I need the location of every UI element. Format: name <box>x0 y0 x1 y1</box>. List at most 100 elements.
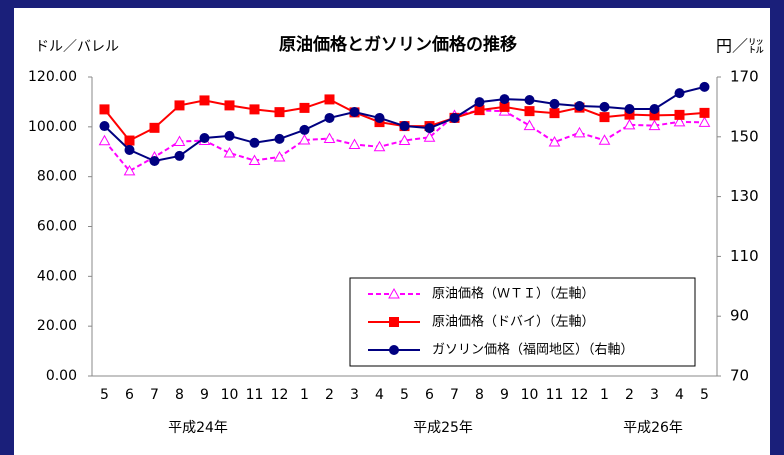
legend-marker <box>389 345 399 355</box>
y2-tick-label: 90 <box>730 307 749 325</box>
x-tick-label: 11 <box>546 387 564 403</box>
point <box>348 138 361 150</box>
year-label: 平成25年 <box>413 420 473 436</box>
point <box>499 101 510 112</box>
point <box>298 134 311 145</box>
point <box>174 150 185 161</box>
x-tick-label: 9 <box>200 387 209 403</box>
chart-background <box>14 8 770 455</box>
point <box>624 109 635 120</box>
point <box>299 102 310 113</box>
point <box>274 107 285 118</box>
point <box>674 88 685 99</box>
x-tick-label: 6 <box>125 387 134 403</box>
point <box>649 110 660 121</box>
y-tick-label: 120.00 <box>28 69 77 85</box>
point <box>424 123 435 134</box>
point <box>349 106 360 117</box>
point <box>99 121 110 132</box>
point <box>698 116 711 127</box>
x-tick-label: 12 <box>571 387 589 403</box>
point <box>224 130 235 141</box>
chart-title: 原油価格とガソリン価格の推移 <box>279 34 517 55</box>
point <box>499 94 510 105</box>
year-label: 平成26年 <box>623 420 683 436</box>
point <box>248 154 261 165</box>
point <box>174 100 185 111</box>
point <box>224 100 235 111</box>
point <box>548 136 561 147</box>
point <box>524 106 535 117</box>
x-tick-label: 11 <box>246 387 264 403</box>
y2-tick-label: 150 <box>730 127 759 145</box>
point <box>699 81 710 92</box>
x-tick-label: 8 <box>475 387 484 403</box>
point <box>149 156 160 167</box>
legend-label: ガソリン価格（福岡地区）（右軸） <box>432 342 634 358</box>
point <box>573 126 586 138</box>
point <box>423 131 436 142</box>
y-tick-label: 80.00 <box>37 169 77 185</box>
point <box>398 134 411 146</box>
y2-tick-label: 170 <box>730 68 759 86</box>
point <box>523 119 536 131</box>
point <box>599 101 610 112</box>
point <box>124 144 135 155</box>
y-tick-label: 0.00 <box>46 368 77 384</box>
x-tick-label: 7 <box>450 387 459 403</box>
point <box>324 112 335 123</box>
x-tick-label: 9 <box>500 387 509 403</box>
point <box>399 121 410 132</box>
x-tick-label: 6 <box>425 387 434 403</box>
y2-tick-label: 130 <box>730 187 759 205</box>
point <box>474 97 485 108</box>
x-tick-label: 5 <box>400 387 409 403</box>
x-tick-label: 4 <box>375 387 384 403</box>
x-tick-label: 1 <box>600 387 609 403</box>
point <box>223 146 236 158</box>
point <box>324 94 335 105</box>
y-tick-label: 20.00 <box>37 318 77 334</box>
y-axis-label: ドル／バレル <box>35 39 119 55</box>
point <box>199 95 210 106</box>
x-tick-label: 3 <box>650 387 659 403</box>
point <box>124 135 135 146</box>
point <box>599 112 610 123</box>
legend-marker <box>389 317 399 327</box>
point <box>574 101 585 112</box>
point <box>474 105 485 116</box>
point <box>549 98 560 109</box>
y-tick-label: 60.00 <box>37 219 77 235</box>
point <box>524 95 535 106</box>
point <box>149 122 160 133</box>
legend-label: 原油価格（ドバイ）（左軸） <box>432 314 595 330</box>
point <box>323 132 336 144</box>
x-tick-label: 10 <box>221 387 239 403</box>
point <box>649 103 660 114</box>
point <box>623 118 636 130</box>
x-tick-label: 5 <box>100 387 109 403</box>
point <box>674 109 685 120</box>
legend-marker <box>388 287 400 299</box>
x-tick-label: 5 <box>700 387 709 403</box>
point <box>699 107 710 118</box>
point <box>98 134 111 146</box>
point <box>598 134 611 145</box>
x-tick-label: 7 <box>150 387 159 403</box>
y2-tick-label: 70 <box>730 367 749 385</box>
point <box>549 108 560 119</box>
point <box>249 137 260 148</box>
point <box>249 104 260 115</box>
point <box>648 119 661 131</box>
point <box>449 112 460 123</box>
y-tick-label: 40.00 <box>37 268 77 284</box>
year-label: 平成24年 <box>168 420 228 436</box>
point <box>273 150 286 162</box>
point <box>374 112 385 123</box>
x-tick-label: 2 <box>325 387 334 403</box>
point <box>123 164 136 176</box>
point <box>173 135 186 147</box>
point <box>199 132 210 143</box>
